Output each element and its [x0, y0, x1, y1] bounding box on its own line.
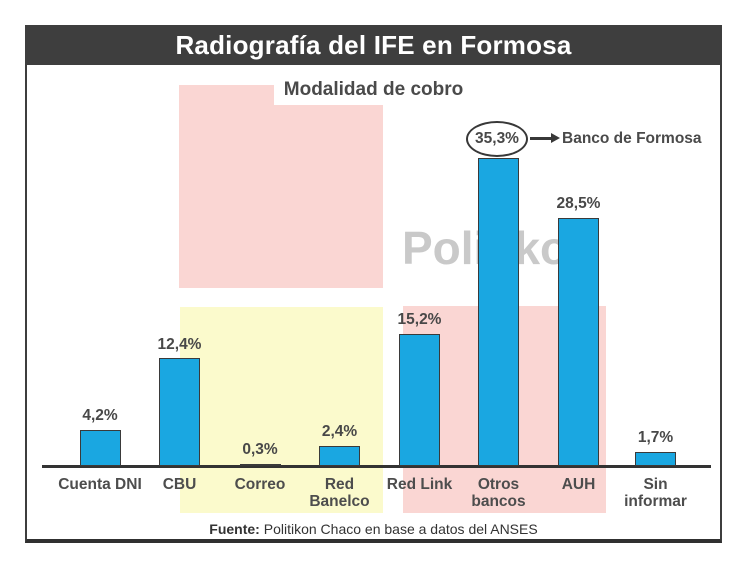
source-text: Politikon Chaco en base a datos del ANSE… [259, 521, 538, 537]
bar-red-banelco [319, 445, 360, 467]
category-label-red-link: Red Link [386, 476, 453, 493]
highlight-band-pink-top [179, 85, 383, 288]
highlight-band-yellow [180, 307, 383, 513]
source-line: Fuente: Politikon Chaco en base a datos … [25, 521, 722, 537]
value-label-sin-informar: 1,7% [637, 429, 674, 447]
value-label-cbu: 12,4% [157, 335, 202, 353]
page-title: Radiografía del IFE en Formosa [175, 30, 572, 60]
annotation-ellipse: 35,3% [466, 121, 528, 157]
category-label-auh: AUH [561, 476, 596, 493]
annotation-arrow-head [551, 132, 560, 143]
category-label-correo: Correo [234, 476, 286, 493]
category-label-cuenta-dni: Cuenta DNI [58, 476, 142, 493]
bar-correo [239, 463, 281, 467]
bar-otros-bancos [478, 158, 519, 467]
source-prefix: Fuente: [209, 521, 260, 537]
bar-cbu [159, 358, 200, 467]
annotation-arrow-shaft [530, 137, 552, 140]
value-label-red-banelco: 2,4% [321, 423, 358, 441]
annotated-value: 35,3% [475, 130, 519, 147]
category-label-cbu: CBU [162, 476, 197, 493]
subtitle-backing [274, 72, 479, 105]
category-label-red-banelco: Red Banelco [309, 476, 370, 510]
title-banner: Radiografía del IFE en Formosa [25, 25, 722, 65]
value-label-cuenta-dni: 4,2% [82, 407, 118, 425]
chart-subtitle: Modalidad de cobro [283, 79, 464, 100]
bar-cuenta-dni [79, 429, 121, 467]
category-label-sin-informar: Sin informar [624, 476, 687, 510]
category-label-otros-bancos: Otros bancos [471, 476, 526, 510]
bar-red-link [399, 333, 440, 467]
value-label-auh: 28,5% [556, 195, 601, 213]
value-label-red-link: 15,2% [397, 311, 442, 329]
annotation-label: Banco de Formosa [562, 130, 702, 147]
x-axis-line [42, 465, 711, 468]
value-label-correo: 0,3% [242, 441, 278, 459]
bar-auh [558, 217, 599, 467]
bar-sin-informar [635, 451, 676, 467]
